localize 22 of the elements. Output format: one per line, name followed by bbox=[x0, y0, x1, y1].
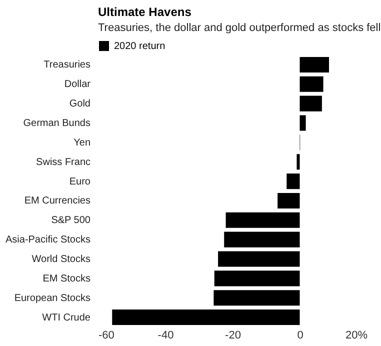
y-tick-label: EM Currencies bbox=[24, 196, 90, 207]
y-tick-label: European Stocks bbox=[14, 292, 90, 304]
x-tick-label: 0 bbox=[297, 330, 304, 342]
y-tick-label: Gold bbox=[69, 98, 90, 110]
x-tick-label: 20% bbox=[345, 330, 368, 342]
y-tick-label: Yen bbox=[74, 137, 90, 148]
chart-subtitle: Treasuries, the dollar and gold outperformed as stocks fell bbox=[98, 22, 381, 34]
x-tick-label: -60 bbox=[98, 330, 114, 342]
x-tick-label: -20 bbox=[225, 330, 241, 342]
y-tick-label: German Bunds bbox=[23, 118, 90, 129]
y-tick-label: Swiss Franc bbox=[36, 156, 90, 168]
y-tick-label: WTI Crude bbox=[42, 312, 91, 324]
x-tick-label: -40 bbox=[158, 330, 174, 342]
y-tick-label: Asia-Pacific Stocks bbox=[5, 234, 90, 246]
chart-title: Ultimate Havens bbox=[98, 5, 192, 19]
y-tick-label: Euro bbox=[69, 176, 91, 188]
legend-label: 2020 return bbox=[114, 41, 166, 52]
y-tick-label: Treasuries bbox=[44, 60, 90, 71]
y-tick-label: World Stocks bbox=[32, 254, 90, 265]
y-tick-label: EM Stocks bbox=[42, 273, 90, 284]
y-tick-label: Dollar bbox=[64, 79, 92, 90]
y-tick-label: S&P 500 bbox=[51, 215, 91, 226]
